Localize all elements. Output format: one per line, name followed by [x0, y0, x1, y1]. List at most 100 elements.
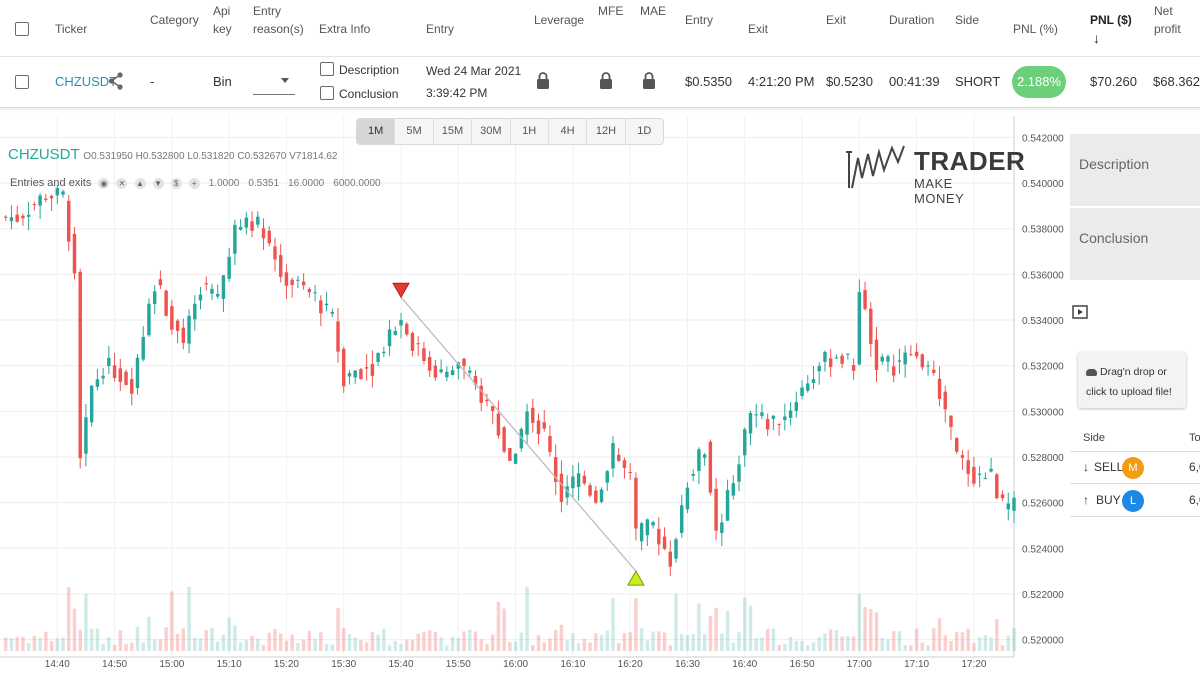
candle-body	[284, 272, 289, 286]
candle-body	[788, 410, 793, 418]
mae-lock-icon[interactable]	[642, 71, 656, 89]
volume-bar	[9, 638, 14, 651]
timeframe-button-12h[interactable]: 12H	[587, 119, 626, 144]
header-duration[interactable]: Duration	[889, 13, 935, 27]
price-chart[interactable]: 0.542000 0.540000 0.538000 0.536000 0.534000…	[0, 116, 1064, 686]
candle-body	[983, 478, 988, 480]
header-ticker[interactable]: Ticker	[55, 22, 88, 36]
row-select-checkbox[interactable]	[15, 75, 29, 89]
header-api-key-1[interactable]: Api	[213, 4, 231, 18]
candle-body	[943, 391, 947, 410]
timeframe-button-5m[interactable]: 5M	[395, 119, 434, 144]
header-net-profit-2[interactable]: profit	[1154, 22, 1181, 36]
candle-body	[221, 275, 226, 299]
candle-body	[468, 370, 472, 373]
header-net-profit-1[interactable]: Net	[1154, 4, 1173, 18]
side-value: SHORT	[955, 74, 1001, 89]
volume-bar	[393, 640, 398, 651]
chevron-up-icon[interactable]: ▲	[134, 177, 146, 189]
eye-icon[interactable]: ◉	[98, 177, 110, 189]
order-row[interactable]: ↑ BUY L 6,0	[1070, 485, 1200, 517]
candle-body	[290, 279, 294, 286]
play-video-icon[interactable]	[1072, 305, 1088, 319]
timeframe-button-15m[interactable]: 15M	[434, 119, 473, 144]
timeframe-button-30m[interactable]: 30M	[472, 119, 511, 144]
total-column-header[interactable]: To	[1189, 432, 1200, 444]
conclusion-box[interactable]: Conclusion	[1070, 208, 1200, 280]
volume-bar	[141, 642, 145, 651]
header-side[interactable]: Side	[955, 13, 980, 27]
volume-bar	[943, 635, 947, 651]
candle-body	[490, 406, 495, 411]
volume-bar	[284, 640, 289, 651]
candle-body	[422, 348, 426, 361]
candle-body	[502, 427, 506, 452]
candle-body	[433, 365, 438, 378]
sort-desc-icon[interactable]: ↓	[1093, 30, 1100, 46]
header-entry-reason-2[interactable]: reason(s)	[253, 22, 304, 36]
candle-body	[737, 464, 741, 482]
plus-icon[interactable]: +	[188, 177, 200, 189]
header-pnl-usd[interactable]: PNL ($)	[1090, 13, 1132, 27]
candle-body	[55, 188, 60, 196]
volume-bar	[559, 624, 564, 651]
timeframe-button-1m[interactable]: 1M	[357, 119, 396, 144]
header-extra-info[interactable]: Extra Info	[319, 22, 371, 36]
description-checkbox[interactable]	[320, 62, 334, 76]
candle-body	[118, 368, 123, 382]
chart-symbol[interactable]: CHZUSDT	[8, 146, 80, 163]
candlestick-chart[interactable]: 0.542000 0.540000 0.538000 0.536000 0.534000…	[0, 116, 1064, 686]
chevron-down-icon[interactable]	[281, 78, 289, 83]
volume-bar	[851, 636, 856, 651]
candle-body	[725, 490, 730, 521]
mfe-lock-icon[interactable]	[599, 71, 613, 89]
volume-bar	[817, 637, 821, 651]
description-box[interactable]: Description	[1070, 134, 1200, 206]
volume-bar	[674, 593, 678, 651]
select-all-checkbox[interactable]	[15, 22, 29, 36]
volume-bar	[754, 638, 758, 651]
share-icon[interactable]	[108, 72, 124, 90]
leverage-lock-icon[interactable]	[536, 71, 550, 89]
timeframe-button-4h[interactable]: 4H	[549, 119, 588, 144]
header-leverage[interactable]: Leverage	[534, 13, 585, 27]
header-entry[interactable]: Entry	[426, 22, 455, 36]
header-entry-price[interactable]: Entry	[685, 13, 714, 27]
conclusion-checkbox[interactable]	[320, 86, 334, 100]
candle-body	[611, 443, 615, 469]
timeframe-button-1d[interactable]: 1D	[637, 125, 652, 137]
table-row[interactable]: CHZUSDT - Bin Description Conclusion Wed…	[0, 58, 1200, 106]
header-pnl-pct[interactable]: PNL (%)	[1013, 22, 1058, 36]
header-mae[interactable]: MAE	[640, 4, 667, 18]
close-icon[interactable]: ✕	[116, 177, 128, 189]
ticker-link[interactable]: CHZUSDT	[55, 74, 118, 89]
header-entry-reason-1[interactable]: Entry	[253, 4, 282, 18]
price-tick-label: 0.538000	[1022, 225, 1064, 236]
dollar-icon[interactable]: $	[170, 177, 182, 189]
volume-bar	[1000, 645, 1005, 651]
volume-bar	[628, 632, 632, 651]
header-api-key-2[interactable]: key	[213, 22, 232, 36]
volume-bar	[880, 637, 884, 651]
header-exit-price[interactable]: Exit	[826, 13, 847, 27]
candle-body	[382, 351, 386, 354]
chart-legend: CHZUSDT O0.531950 H0.532800 L0.531820 C0…	[8, 146, 338, 163]
indicator-name[interactable]: Entries and exits	[10, 177, 92, 189]
volume-bar	[342, 628, 346, 651]
volume-bar	[920, 642, 925, 651]
candle-body	[783, 416, 787, 421]
candle-body	[141, 336, 145, 360]
candle-body	[410, 333, 415, 351]
volume-bar	[903, 645, 907, 651]
chevron-down-icon[interactable]: ▼	[152, 177, 164, 189]
side-column-header[interactable]: Side	[1083, 432, 1106, 444]
order-row[interactable]: ↓ SELL M 6,0	[1070, 452, 1200, 484]
file-upload-dropzone[interactable]: Drag'n drop or click to upload file!	[1078, 352, 1186, 408]
volume-bar	[937, 618, 942, 651]
header-category[interactable]: Category	[150, 13, 199, 27]
candle-body	[439, 369, 443, 373]
header-mfe[interactable]: MFE	[598, 4, 624, 18]
volume-bar	[72, 608, 77, 651]
header-exit-time[interactable]: Exit	[748, 22, 769, 36]
timeframe-button-1h[interactable]: 1H	[511, 119, 549, 144]
